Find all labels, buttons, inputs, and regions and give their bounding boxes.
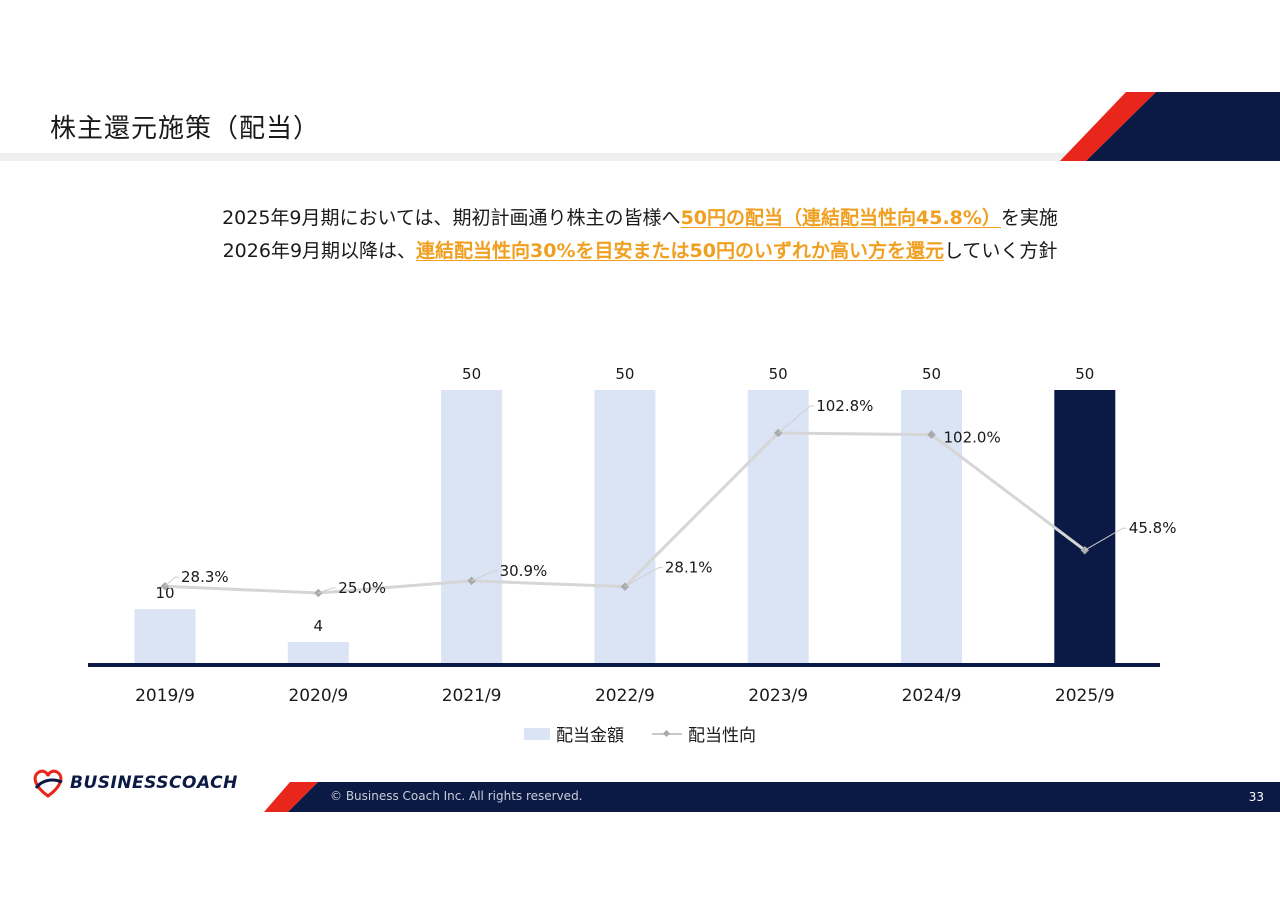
bar-2022/9 <box>594 390 656 664</box>
x-tick-2020/9: 2020/9 <box>288 686 348 706</box>
logo-wordmark: BUSINESSCOACH <box>70 773 238 793</box>
bar-label-2024/9: 50 <box>922 365 941 383</box>
payout-leader-2022/9 <box>624 567 663 588</box>
legend-swatch-line <box>652 728 682 740</box>
dividend-chart: 10 4 50 50 50 50 50 2019/9 2020/9 2021/9 2022/9 202… <box>88 365 1177 706</box>
message-1-highlight: 50円の配当（連結配当性向45.8%） <box>680 207 1001 229</box>
message-2-post: していく方針 <box>943 240 1058 262</box>
payout-label-2024/9: 102.0% <box>944 429 1001 447</box>
legend-item-payout: 配当性向 <box>652 721 756 746</box>
legend-label-payout: 配当性向 <box>688 726 756 746</box>
legend-swatch-bar <box>524 727 550 740</box>
payout-leader-2021/9 <box>471 570 498 582</box>
payout-label-2022/9: 28.1% <box>665 559 713 577</box>
logo-heart-icon <box>33 769 63 798</box>
payout-leader-2019/9 <box>164 576 179 587</box>
bar-2021/9 <box>441 390 503 664</box>
payout-label-2019/9: 28.3% <box>181 568 229 586</box>
x-tick-2024/9: 2024/9 <box>902 686 962 706</box>
corner-decoration <box>1060 92 1280 161</box>
legend-item-dividend: 配当金額 <box>524 721 624 746</box>
payout-label-2023/9: 102.8% <box>816 397 873 415</box>
bar-label-2021/9: 50 <box>462 365 481 383</box>
copyright: © Business Coach Inc. All rights reserve… <box>330 789 583 803</box>
payout-leader-2025/9 <box>1084 527 1127 551</box>
x-tick-2022/9: 2022/9 <box>595 686 655 706</box>
message-2-pre: 2026年9月期以降は、 <box>222 240 417 262</box>
bar-2020/9 <box>287 642 349 664</box>
x-tick-2023/9: 2023/9 <box>748 686 808 706</box>
bar-label-2023/9: 50 <box>769 365 788 383</box>
x-tick-2021/9: 2021/9 <box>442 686 502 706</box>
message-1-post: を実施 <box>1000 207 1058 229</box>
payout-point-2021/9 <box>467 576 476 586</box>
bar-label-2019/9: 10 <box>155 584 174 602</box>
company-logo: BUSINESSCOACH <box>30 766 238 800</box>
message-2-highlight: 連結配当性向30%を目安または50円のいずれか高い方を還元 <box>416 240 944 262</box>
x-tick-2019/9: 2019/9 <box>135 686 195 706</box>
page-title: 株主還元施策（配当） <box>50 114 321 144</box>
bar-2019/9 <box>134 609 196 664</box>
legend-label-dividend: 配当金額 <box>556 726 624 746</box>
payout-label-2020/9: 25.0% <box>338 579 386 597</box>
footer-bar <box>264 782 1280 812</box>
payout-label-2025/9: 45.8% <box>1129 519 1177 537</box>
bar-label-2020/9: 4 <box>314 617 324 635</box>
bar-label-2022/9: 50 <box>615 365 634 383</box>
message-1-pre: 2025年9月期においては、期初計画通り株主の皆様へ <box>222 207 681 229</box>
message-line-1: 2025年9月期においては、期初計画通り株主の皆様へ50円の配当（連結配当性向4… <box>0 203 1280 230</box>
message-line-2: 2026年9月期以降は、連結配当性向30%を目安または50円のいずれか高い方を還… <box>0 236 1280 263</box>
x-tick-2025/9: 2025/9 <box>1055 686 1115 706</box>
chart-legend: 配当金額 配当性向 <box>0 721 1280 746</box>
bar-label-2025/9: 50 <box>1075 365 1094 383</box>
payout-leader-2020/9 <box>318 587 337 594</box>
bar-2025/9 <box>1054 390 1116 664</box>
page-number: 33 <box>1248 790 1264 804</box>
payout-leader-2023/9 <box>777 405 815 434</box>
title-rule <box>0 153 1080 161</box>
payout-label-2021/9: 30.9% <box>500 562 548 580</box>
